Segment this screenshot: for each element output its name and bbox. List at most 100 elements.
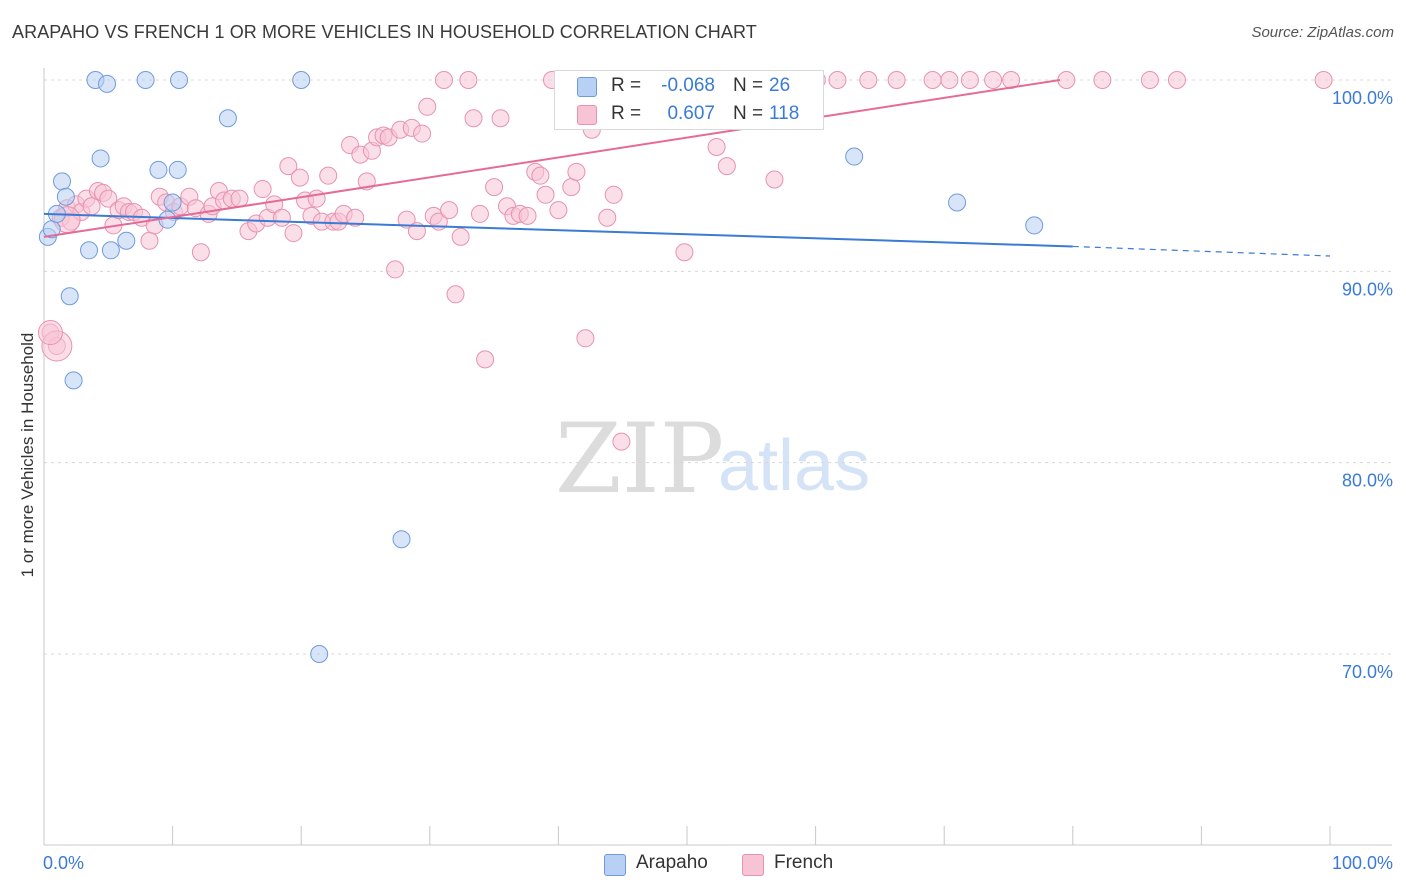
french-point <box>604 185 623 204</box>
french-point <box>765 170 784 189</box>
french-point <box>536 185 555 204</box>
french-point <box>612 432 631 451</box>
y-tick-label: 90.0% <box>1342 279 1393 299</box>
french-point <box>567 162 586 181</box>
x-tick-label: 0.0% <box>43 853 84 873</box>
french-point <box>413 124 432 143</box>
french-point <box>272 208 291 227</box>
french-point <box>1167 71 1186 89</box>
arapaho-point <box>56 187 75 206</box>
french-point <box>828 71 847 89</box>
french-point <box>940 71 959 89</box>
french-point <box>319 166 338 185</box>
n-label: N = <box>733 103 764 124</box>
arapaho-point <box>845 147 864 166</box>
arapaho-point <box>117 231 136 250</box>
watermark-atlas: atlas <box>718 426 870 506</box>
r-label: R = <box>611 75 642 96</box>
arapaho-point <box>170 71 189 89</box>
french-point <box>562 178 581 197</box>
french-point <box>307 189 326 208</box>
arapaho-point <box>392 530 411 549</box>
french-point <box>279 157 298 176</box>
arapaho-point <box>149 160 168 179</box>
source-credit: Source: ZipAtlas.com <box>1251 24 1394 41</box>
french-point <box>418 97 437 116</box>
french-point <box>485 178 504 197</box>
french-point <box>230 189 249 208</box>
french-point <box>386 260 405 279</box>
stats-row-french: R = 0.607 N = 118 <box>555 100 823 128</box>
french-point <box>476 350 495 369</box>
french-point <box>923 71 942 89</box>
arapaho-r-value: -0.068 <box>661 75 715 96</box>
arapaho-point <box>292 71 311 89</box>
french-point <box>707 137 726 156</box>
french-point <box>1140 71 1159 89</box>
x-tick-label: 100.0% <box>1332 853 1393 873</box>
arapaho-point <box>1025 216 1044 235</box>
french-point <box>253 180 272 199</box>
french-point <box>440 201 459 220</box>
french-point <box>446 285 465 304</box>
n-label: N = <box>733 75 764 96</box>
arapaho-point <box>101 241 120 260</box>
y-tick-label: 70.0% <box>1342 662 1393 682</box>
r-label: R = <box>611 103 642 124</box>
legend-swatch-arapaho <box>604 854 626 876</box>
french-point <box>531 166 550 185</box>
arapaho-trend-extension <box>1072 245 1331 257</box>
french-point <box>1314 71 1333 89</box>
french-trend-line <box>43 79 1061 238</box>
french-point <box>284 224 303 243</box>
french-point <box>464 109 483 128</box>
french-point <box>407 222 426 241</box>
arapaho-trend-line <box>43 212 1073 248</box>
stats-row-arapaho: R = -0.068 N = 26 <box>555 72 823 100</box>
french-point <box>491 109 510 128</box>
arapaho-point <box>53 172 72 191</box>
chart-title: ARAPAHO VS FRENCH 1 OR MORE VEHICLES IN … <box>12 22 757 42</box>
french-point <box>717 157 736 176</box>
arapaho-point <box>60 287 79 306</box>
arapaho-point <box>64 371 83 390</box>
french-point <box>346 208 365 227</box>
french-swatch <box>577 105 597 125</box>
french-point <box>397 210 416 229</box>
french-n-value: 118 <box>769 103 800 124</box>
french-point <box>451 227 470 246</box>
french-point <box>1057 71 1076 89</box>
french-point <box>82 197 101 216</box>
french-point <box>576 329 595 348</box>
french-point <box>675 243 694 262</box>
french-point <box>549 201 568 220</box>
watermark-zip: ZIP <box>555 403 724 515</box>
french-point <box>984 71 1003 89</box>
legend-swatch-french <box>742 854 764 876</box>
y-tick-label: 80.0% <box>1342 471 1393 491</box>
french-point <box>290 168 309 187</box>
french-point <box>598 208 617 227</box>
french-point <box>459 71 478 89</box>
arapaho-point <box>136 71 155 89</box>
french-point <box>518 206 537 225</box>
french-point <box>859 71 878 89</box>
axes <box>43 68 1392 846</box>
french-point <box>1093 71 1112 89</box>
french-point <box>470 204 489 223</box>
french-point <box>887 71 906 89</box>
arapaho-point <box>310 645 329 663</box>
arapaho-point <box>80 241 99 260</box>
arapaho-point <box>218 109 237 128</box>
french-point <box>191 243 210 262</box>
arapaho-n-value: 26 <box>769 75 791 96</box>
arapaho-point <box>163 193 182 212</box>
french-point <box>37 320 63 346</box>
french-point <box>140 231 159 250</box>
legend-label-french: French <box>774 852 834 873</box>
trend-lines <box>43 79 1331 257</box>
legend-label-arapaho: Arapaho <box>636 852 708 873</box>
arapaho-series <box>38 71 1044 663</box>
arapaho-swatch <box>577 77 597 97</box>
